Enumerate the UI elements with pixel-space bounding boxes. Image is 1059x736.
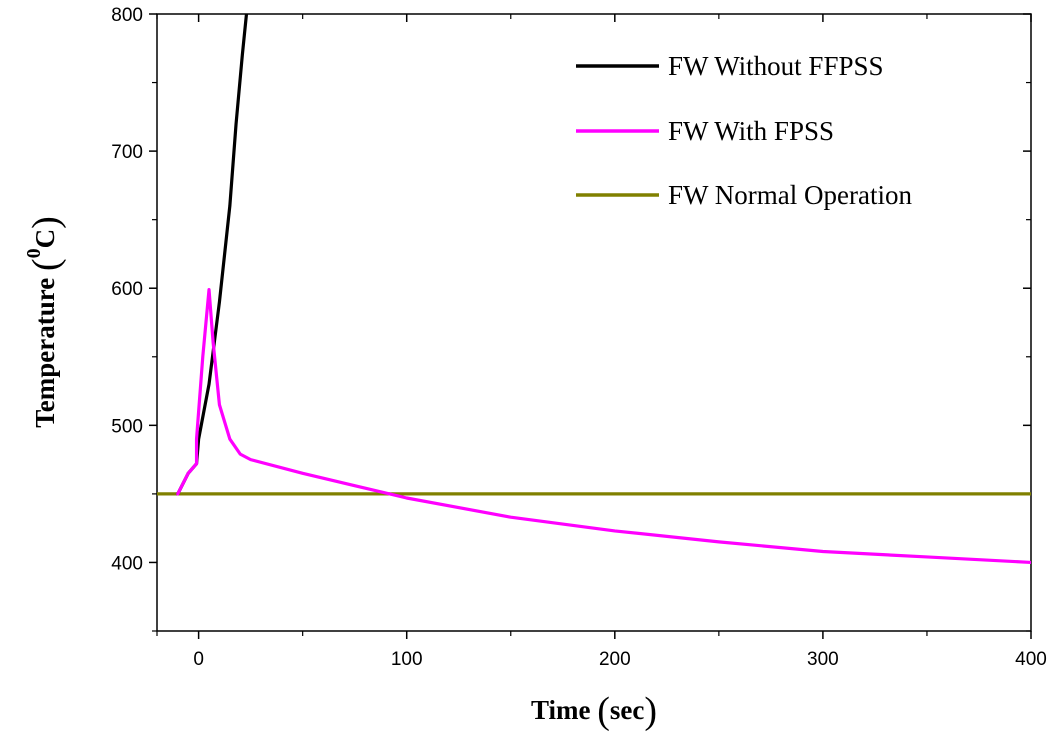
y-axis-paren-open: (	[25, 258, 67, 271]
axis-tick-labels: 0 100 200 300 400 400 500 600 700 800	[111, 5, 1047, 670]
x-axis-label: Time	[531, 695, 591, 725]
legend-label: FW Without FFPSS	[668, 51, 884, 81]
y-axis-label: Temperature	[30, 278, 60, 428]
x-tick-label: 400	[1015, 649, 1047, 670]
series-line-fw-with-fpss	[176, 287, 1031, 565]
x-axis-paren-close: )	[644, 690, 657, 732]
legend-label: FW Normal Operation	[668, 180, 912, 210]
x-axis-paren-open: (	[597, 690, 610, 732]
axis-ticks	[149, 13, 1032, 639]
y-axis-title-group: Temperature (0C)	[23, 216, 67, 428]
y-axis-paren-close: )	[25, 216, 67, 229]
x-tick-label: 0	[193, 649, 204, 670]
plot-frame	[156, 13, 1032, 632]
x-axis-unit: sec	[610, 695, 644, 725]
y-tick-label: 400	[111, 553, 143, 574]
series-lines	[157, 14, 1031, 565]
x-tick-label: 300	[807, 649, 839, 670]
y-axis-unit: C	[30, 229, 60, 249]
x-axis-title: Time (sec)	[531, 690, 657, 732]
x-tick-label: 100	[391, 649, 423, 670]
y-tick-label: 700	[111, 142, 143, 163]
legend: FW Without FFPSS FW With FPSS FW Normal Op…	[576, 51, 912, 210]
y-tick-label: 600	[111, 279, 143, 300]
series-line-fw-without-ffpss	[176, 14, 249, 496]
y-axis-unit-sup: 0	[23, 248, 45, 258]
y-tick-label: 500	[111, 416, 143, 437]
legend-label: FW With FPSS	[668, 116, 834, 146]
y-tick-label: 800	[111, 5, 143, 26]
y-axis-title: Temperature (0C)	[23, 216, 67, 428]
x-tick-label: 200	[599, 649, 631, 670]
